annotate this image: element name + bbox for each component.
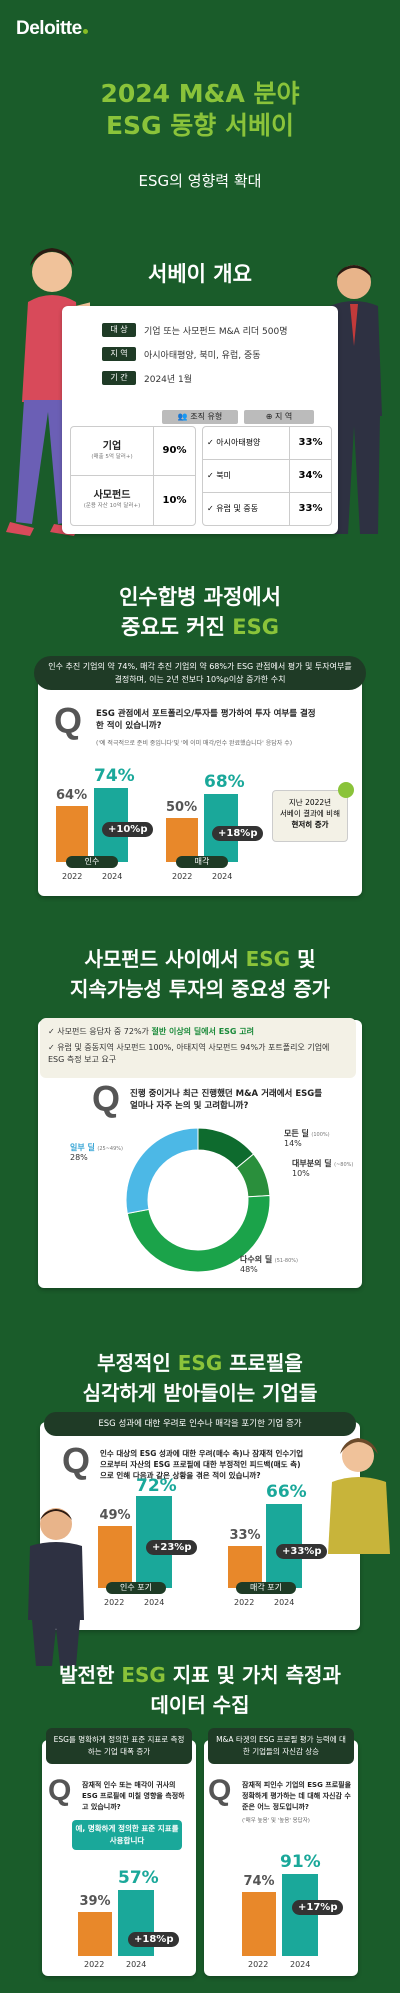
check-icon: ✓	[207, 471, 217, 480]
overview-title: 서베이 개요	[148, 262, 252, 286]
globe-icon: ⊕	[265, 412, 275, 421]
bar-2022	[242, 1892, 276, 1956]
bar-2024	[282, 1874, 318, 1956]
people-icon: 👥	[177, 412, 191, 421]
bar-label-2022: 64%	[56, 788, 88, 803]
section3-title: 부정적인 ESG 프로필을 심각하게 받아들이는 기업들	[82, 1351, 318, 1405]
region-row: ✓ 유럽 및 중동 33%	[203, 493, 331, 525]
left-question: 잠재적 인수 또는 매각이 귀사의 ESG 프로필에 미칠 영향을 측정하고 있…	[82, 1781, 185, 1811]
section1-note: ('예 적극적으로 준비 중입니다'및 '예 이미 매각/인수 완료했습니다' …	[96, 740, 293, 747]
question-icon: Q	[54, 700, 83, 741]
section3-chart: 49% 72% +23%p 인수 포기 2022 2024 33% 66% +3…	[92, 1466, 328, 1616]
check-icon: ✓	[48, 1043, 58, 1052]
delta-badge: +23%p	[146, 1540, 198, 1555]
group-label: 매각	[176, 856, 228, 868]
right-header: M&A 타겟의 ESG 프로필 평가 능력에 대한 기업들의 자신감 상승	[208, 1728, 354, 1764]
bar-label-2024: 68%	[204, 772, 245, 792]
section3-question: 인수 대상의 ESG 성과에 대한 우려(매수 측)나 잠재적 인수기업으로부터…	[100, 1449, 304, 1480]
left-chart: 39% 57% +18%p 2022 2024	[72, 1846, 202, 1972]
esg-frequency-donut	[125, 1127, 271, 1273]
section1-title: 인수합병 과정에서 중요도 커진 ESG	[119, 585, 281, 639]
deloitte-logo: Deloitte	[16, 18, 88, 40]
question-icon: Q	[48, 1774, 72, 1807]
delta-badge: +10%p	[102, 822, 154, 837]
row-label: 기 간	[102, 371, 136, 385]
region-header: ⊕ 지 역	[244, 410, 314, 424]
donut-label-many: 다수의 딜 (51-80%) 48%	[240, 1255, 298, 1274]
row-value: 2024년 1월	[144, 374, 193, 385]
section1-callout: 지난 2022년 서베이 결과에 비해 현저히 증가	[272, 790, 348, 842]
overview-row: 기 간 2024년 1월	[102, 368, 312, 388]
donut-slice	[126, 1194, 271, 1273]
left-callout: 예, 명확하게 정의한 표준 지표를 사용합니다	[72, 1820, 182, 1850]
question-icon: Q	[208, 1774, 232, 1807]
donut-label-most: 대부분의 딜 (~80%) 10%	[292, 1159, 354, 1178]
right-chart: 74% 91% +17%p 2022 2024	[236, 1846, 360, 1972]
delta-badge: +18%p	[212, 826, 264, 841]
overview-rows: 대 상 기업 또는 사모펀드 M&A 리더 500명 지 역 아시아태평양, 북…	[102, 320, 312, 388]
left-header: ESG를 명확하게 정의한 표준 지표로 측정하는 기업 대폭 증가	[46, 1728, 192, 1764]
section4-right-card	[204, 1740, 358, 1976]
delta-badge: +33%p	[276, 1544, 328, 1559]
delta-badge: +18%p	[128, 1932, 180, 1947]
group-label: 인수	[66, 856, 118, 868]
lightbulb-icon	[338, 782, 354, 798]
question-icon: Q	[62, 1440, 91, 1481]
section2-question: 진행 중이거나 최근 진행했던 M&A 거래에서 ESG를 얼마나 자주 논의 …	[130, 1089, 323, 1111]
overview-card: 대 상 기업 또는 사모펀드 M&A 리더 500명 지 역 아시아태평양, 북…	[62, 306, 338, 534]
section3-card	[40, 1422, 360, 1630]
region-row: ✓ 북미 34%	[203, 460, 331, 493]
section1-chart: 64% 74% +10%p 인수 2022 2024 50% 68% +18%p…	[50, 756, 310, 886]
bar-2022	[78, 1912, 112, 1956]
delta-badge: +17%p	[292, 1900, 344, 1915]
check-icon: ✓	[207, 438, 217, 447]
section1-question: ESG 관점에서 포트폴리오/투자를 평가하여 투자 여부를 결정한 적이 있습…	[96, 709, 316, 731]
region-table: ✓ 아시아태평양 33% ✓ 북미 34% ✓ 유럽 및 중동 33%	[202, 426, 332, 526]
right-note: ('매우 높음' 및 '높음' 응답자)	[242, 1818, 310, 1824]
title-line-1: 2024 M&A 분야	[100, 79, 300, 108]
right-question: 잠재적 피인수 기업의 ESG 프로필을 정확하게 평가하는 데 대해 자신감 …	[242, 1781, 352, 1811]
section1-banner: 인수 추진 기업의 약 74%, 매각 추진 기업의 약 68%가 ESG 관점…	[34, 656, 366, 690]
section2-bullets: ✓ 사모펀드 응답자 중 72%가 절반 이상의 딜에서 ESG 고려 ✓ 유럽…	[40, 1018, 356, 1078]
overview-row: 지 역 아시아태평양, 북미, 유럽, 중동	[102, 344, 312, 364]
check-icon: ✓	[48, 1027, 58, 1036]
bar-2022	[56, 806, 88, 862]
region-row: ✓ 아시아태평양 33%	[203, 427, 331, 460]
page-subtitle: ESG의 영향력 확대	[138, 172, 262, 190]
section4-title: 발전한 ESG 지표 및 가치 측정과 데이터 수집	[59, 1663, 341, 1717]
donut-slice	[125, 1127, 199, 1215]
row-value: 아시아태평양, 북미, 유럽, 중동	[144, 350, 261, 361]
org-type-table: 기업 (매출 5억 달러+) 90% 사모펀드 (운용 자산 10억 달러+) …	[70, 426, 196, 526]
bar-2022	[98, 1526, 132, 1588]
title-line-2: ESG 동향 서베이	[105, 111, 294, 140]
donut-label-some: 일부 딜 (25~49%) 28%	[70, 1143, 123, 1162]
question-icon: Q	[92, 1078, 121, 1119]
logo-dot-icon	[82, 29, 88, 34]
woman-phone-illustration-icon	[328, 1438, 390, 1554]
donut-label-all: 모든 딜 (100%) 14%	[284, 1129, 330, 1148]
bar-label-2024: 74%	[94, 766, 135, 786]
org-row: 기업 (매출 5억 달러+) 90%	[71, 427, 195, 476]
row-value: 기업 또는 사모펀드 M&A 리더 500명	[144, 326, 288, 337]
check-icon: ✓	[207, 504, 217, 513]
bar-2022	[166, 818, 198, 862]
bar-2022	[228, 1546, 262, 1588]
section3-banner: ESG 성과에 대한 우려로 인수나 매각을 포기한 기업 증가	[44, 1412, 356, 1436]
org-type-header: 👥 조직 유형	[162, 410, 238, 424]
section2-title: 사모펀드 사이에서 ESG 및 지속가능성 투자의 중요성 증가	[69, 947, 331, 1001]
overview-row: 대 상 기업 또는 사모펀드 M&A 리더 500명	[102, 320, 312, 340]
man-phone-illustration-icon	[28, 1508, 84, 1666]
page-title: 2024 M&A 분야 ESG 동향 서베이	[0, 78, 400, 142]
row-label: 지 역	[102, 347, 136, 361]
bar-label-2022: 50%	[166, 800, 198, 815]
org-row: 사모펀드 (운용 자산 10억 달러+) 10%	[71, 476, 195, 525]
row-label: 대 상	[102, 323, 136, 337]
